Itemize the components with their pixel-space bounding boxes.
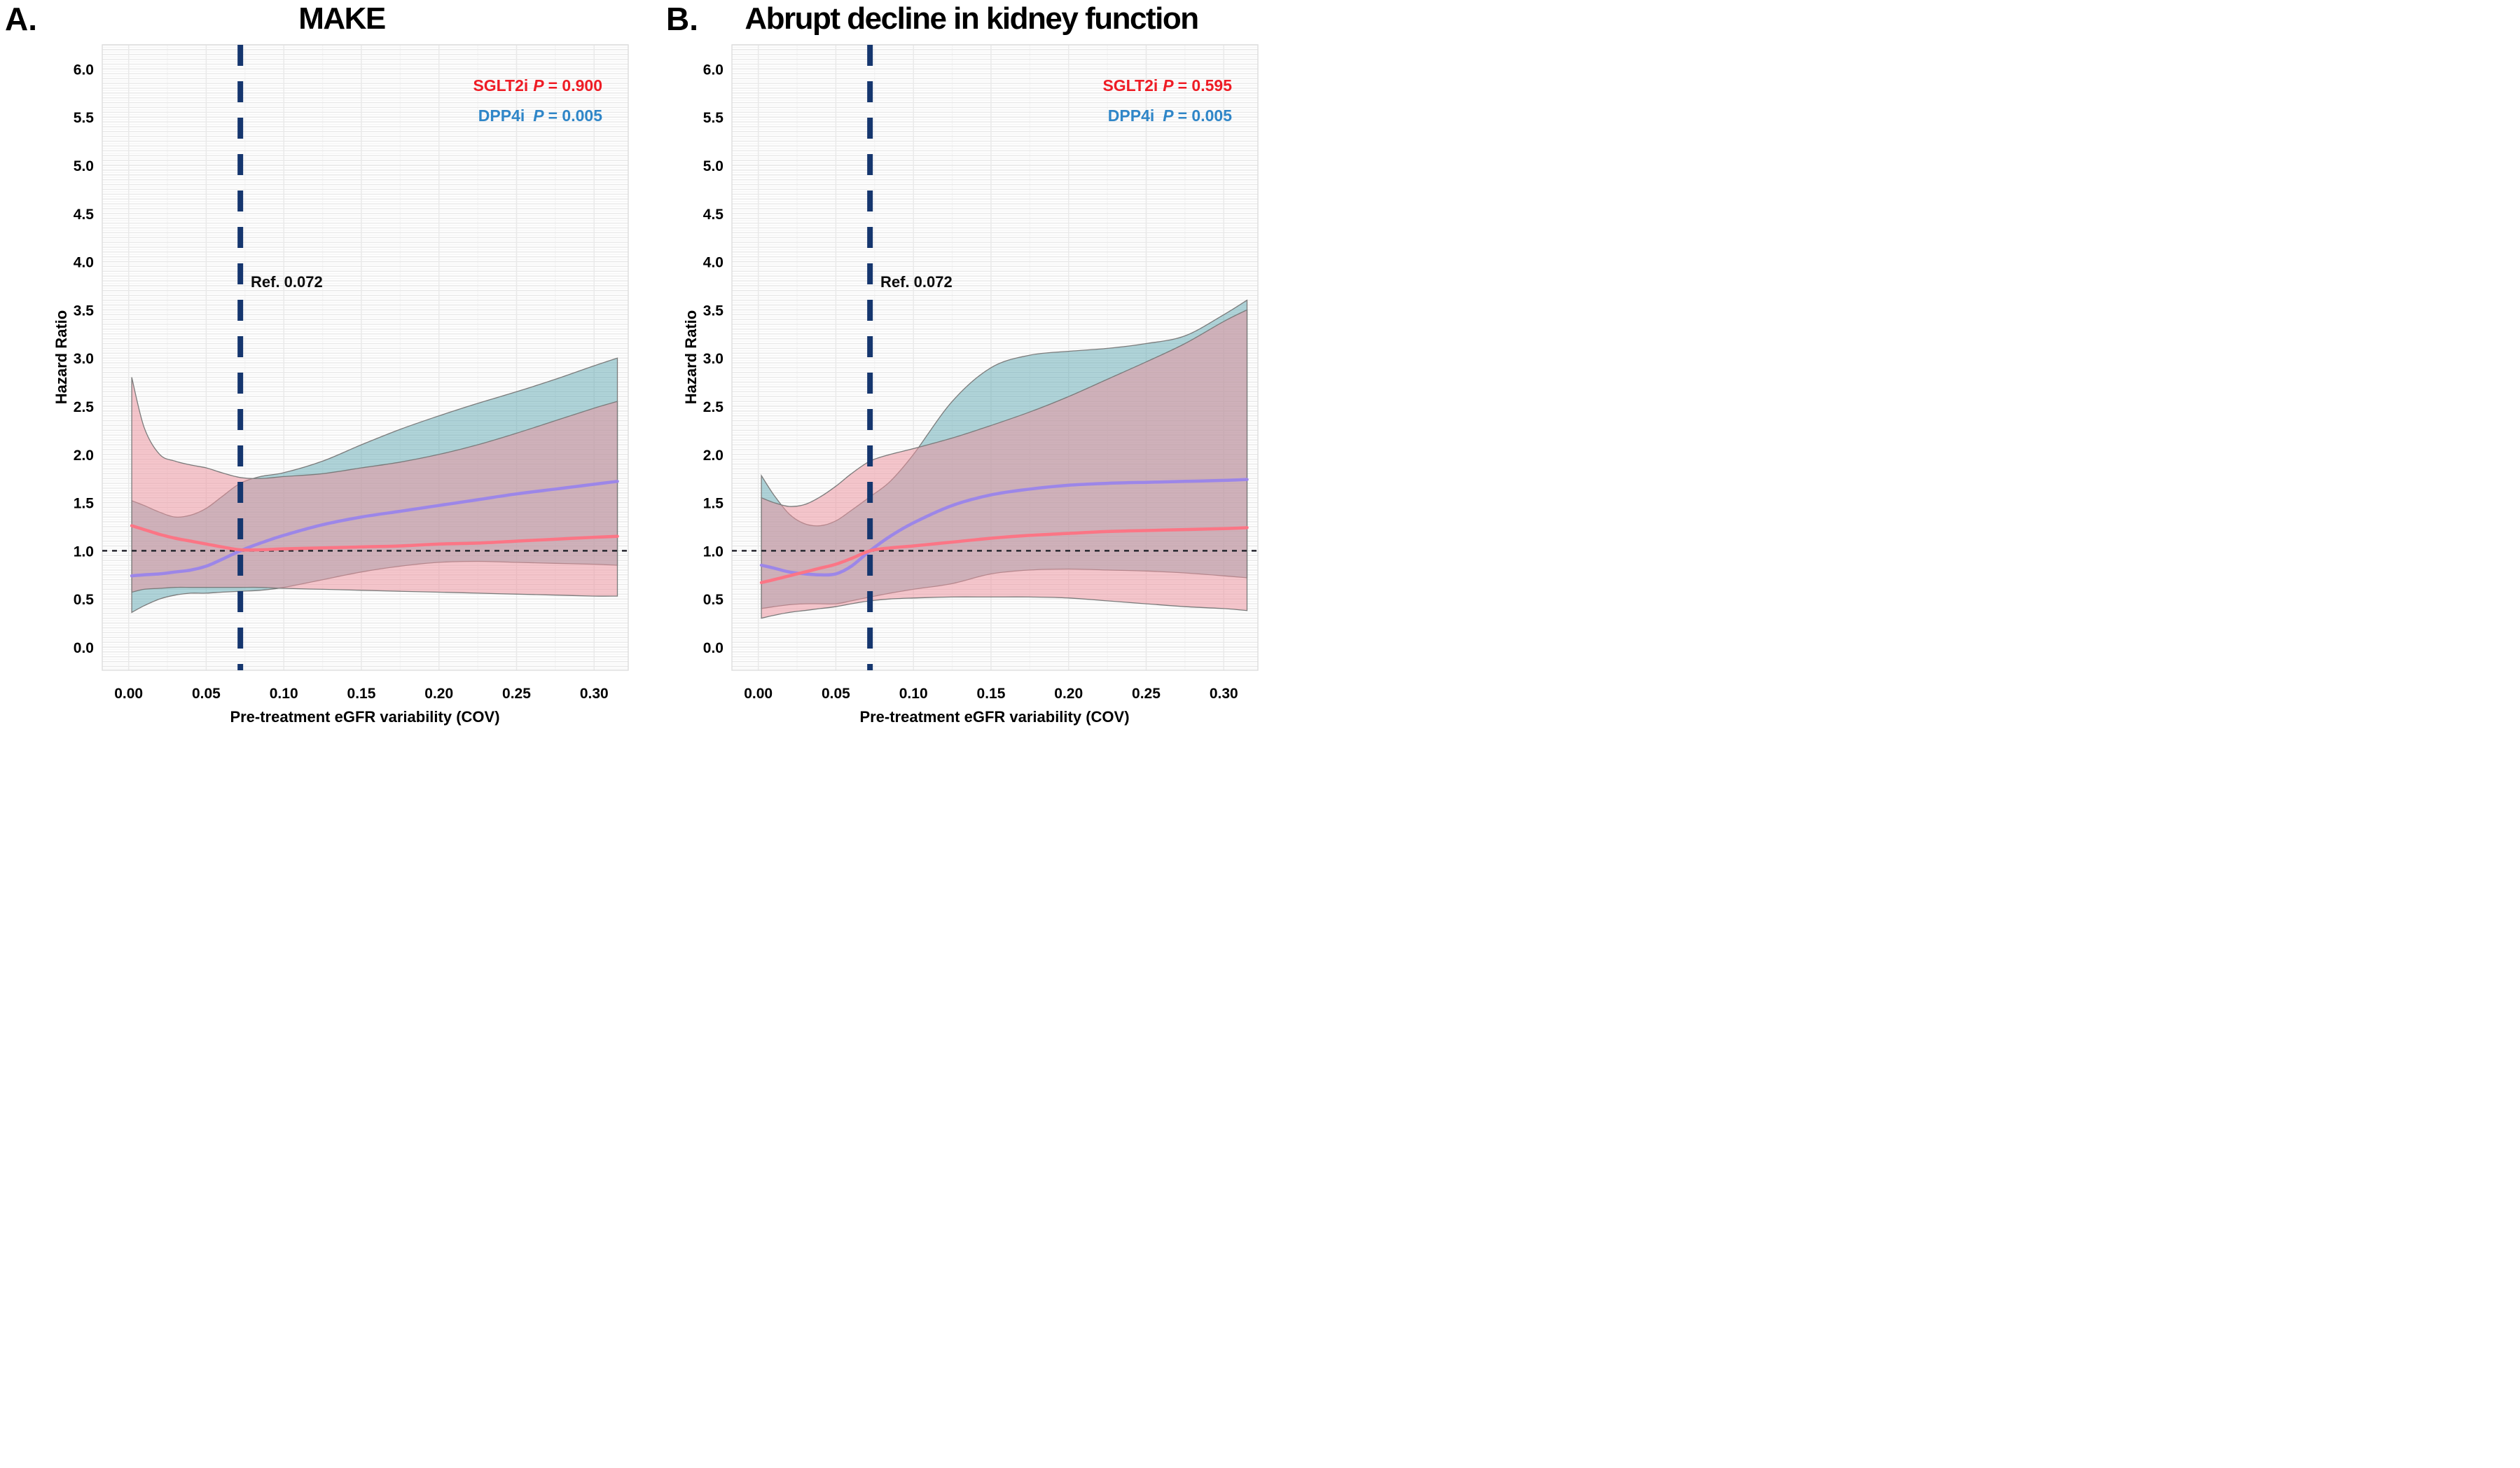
- x-tick-label: 0.30: [580, 686, 609, 702]
- x-tick-label: 0.00: [114, 686, 143, 702]
- plot-panel-border: [102, 44, 629, 671]
- y-tick-label: 1.5: [74, 496, 95, 512]
- y-tick-label: 4.5: [703, 207, 724, 223]
- legend-dpp4i: DPP4i P = 0.005: [478, 106, 602, 125]
- y-tick-label: 6.0: [74, 62, 94, 78]
- chart-generated-layer: 0.0 0.5 1.0 1.5 2.0 2.5 3.0 3.5 4.0 4.5 5.0 5.5 6.0 0…: [703, 44, 1259, 702]
- hazard-ratio-chart-make: 0.0 0.5 1.0 1.5 2.0 2.5 3.0 3.5 4.0 4.5 5.0 5.5 6.0 0…: [53, 44, 629, 726]
- y-tick-label: 3.0: [74, 351, 94, 367]
- sglt2i-hazard-curve: [130, 524, 619, 552]
- x-tick-label: 0.20: [424, 686, 453, 702]
- panel-make: A. MAKE 0.0 0.5 1.0 1.5 2.0 2.5 3.0 3.5 4.0 4.5 5.…: [0, 0, 630, 734]
- y-tick-label: 3.5: [703, 303, 724, 319]
- plot-panel-border: [731, 44, 1259, 671]
- y-tick-label: 2.0: [703, 448, 724, 464]
- legend-sglt2i: SGLT2i P = 0.900: [473, 76, 602, 95]
- y-tick-label: 1.0: [74, 543, 94, 560]
- x-tick-label: 0.25: [502, 686, 531, 702]
- y-tick-label: 2.5: [703, 399, 724, 415]
- y-tick-label: 1.5: [703, 496, 724, 512]
- y-tick-label: 2.0: [74, 448, 94, 464]
- y-tick-label: 2.5: [74, 399, 95, 415]
- chart-generated-layer: 0.0 0.5 1.0 1.5 2.0 2.5 3.0 3.5 4.0 4.5 5.0 5.5 6.0 0…: [74, 44, 629, 702]
- y-tick-label: 0.0: [703, 640, 724, 656]
- y-tick-label: 1.0: [703, 543, 724, 560]
- x-tick-label: 0.10: [270, 686, 298, 702]
- y-tick-label: 5.5: [74, 110, 95, 126]
- x-tick-label: 0.15: [347, 686, 376, 702]
- panel-title: Abrupt decline in kidney function: [745, 1, 1199, 36]
- y-axis-title: Hazard Ratio: [682, 310, 700, 404]
- x-tick-label: 0.20: [1054, 686, 1083, 702]
- y-tick-label: 4.0: [703, 255, 724, 271]
- y-tick-label: 5.0: [703, 158, 724, 174]
- x-tick-label: 0.30: [1210, 686, 1238, 702]
- y-tick-label: 5.0: [74, 158, 94, 174]
- y-axis-title: Hazard Ratio: [53, 310, 70, 404]
- x-axis-title: Pre-treatment eGFR variability (COV): [859, 708, 1129, 726]
- x-tick-label: 0.25: [1132, 686, 1161, 702]
- dpp4i-hazard-curve: [130, 480, 619, 578]
- panel-letter: A.: [5, 1, 37, 37]
- panel-title: MAKE: [298, 1, 386, 36]
- ref-line-label: Ref. 0.072: [251, 273, 323, 291]
- dpp4i-hazard-curve: [759, 478, 1249, 577]
- x-tick-label: 0.10: [899, 686, 928, 702]
- y-tick-label: 3.5: [74, 303, 95, 319]
- y-tick-label: 0.0: [74, 640, 94, 656]
- panel-abrupt-decline: B. Abrupt decline in kidney function 0.0…: [630, 0, 1260, 734]
- hazard-ratio-chart-abrupt-decline: 0.0 0.5 1.0 1.5 2.0 2.5 3.0 3.5 4.0 4.5 5.0 5.5 6.0 0…: [682, 44, 1259, 726]
- y-tick-label: 0.5: [74, 592, 95, 608]
- x-tick-label: 0.15: [977, 686, 1006, 702]
- panel-letter: B.: [666, 1, 698, 37]
- x-tick-label: 0.05: [192, 686, 221, 702]
- legend-sglt2i: SGLT2i P = 0.595: [1102, 76, 1232, 95]
- y-tick-label: 6.0: [703, 62, 724, 78]
- figure-page: A. MAKE 0.0 0.5 1.0 1.5 2.0 2.5 3.0 3.5 4.0 4.5 5.…: [0, 0, 1260, 734]
- ref-line-label: Ref. 0.072: [880, 273, 953, 291]
- y-tick-label: 4.5: [74, 207, 95, 223]
- x-tick-label: 0.05: [822, 686, 850, 702]
- x-tick-label: 0.00: [744, 686, 773, 702]
- y-tick-label: 0.5: [703, 592, 724, 608]
- legend-dpp4i: DPP4i P = 0.005: [1108, 106, 1232, 125]
- x-axis-title: Pre-treatment eGFR variability (COV): [230, 708, 499, 726]
- y-tick-label: 5.5: [703, 110, 724, 126]
- sglt2i-hazard-curve: [759, 526, 1249, 585]
- y-tick-label: 3.0: [703, 351, 724, 367]
- y-tick-label: 4.0: [74, 255, 94, 271]
